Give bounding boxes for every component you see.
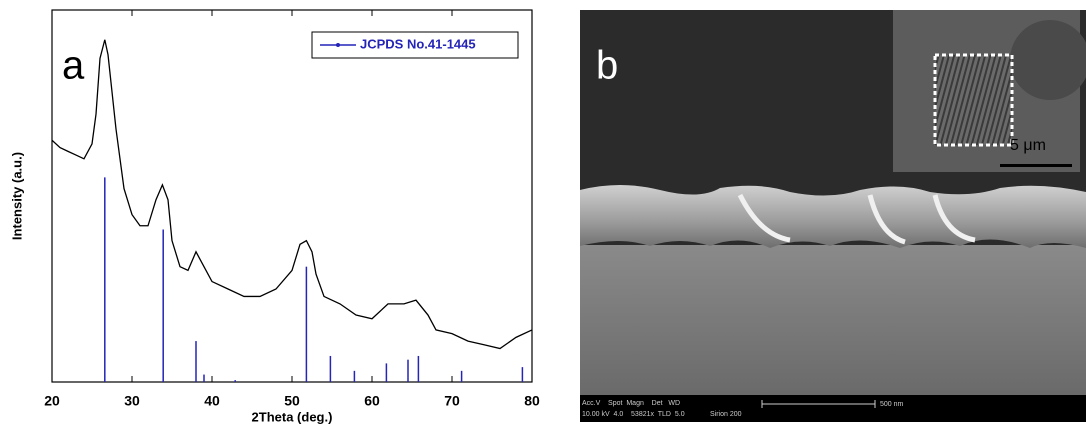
panel-label: a [62, 44, 85, 88]
plot-frame [51, 9, 533, 383]
panel-label: b [596, 44, 618, 88]
x-tick-label: 60 [364, 393, 380, 409]
x-tick-label: 30 [124, 393, 140, 409]
x-tick-label: 50 [284, 393, 300, 409]
bright-edges [737, 193, 976, 245]
x-tick-label: 80 [524, 393, 540, 409]
inset-scale-label: 5 μm [1010, 137, 1046, 154]
substrate [580, 245, 1086, 395]
footer-header: Acc.V Spot Magn Det WD [582, 400, 680, 407]
legend-label: JCPDS No.41-1445 [360, 36, 476, 51]
x-tick-label: 20 [44, 393, 60, 409]
instrument: Sirion 200 [710, 411, 742, 418]
x-axis-label: 2Theta (deg.) [252, 409, 333, 424]
inset-highlight [933, 53, 1014, 147]
legend-swatch [336, 43, 340, 47]
scale-bar-label: 500 nm [880, 401, 904, 408]
xrd-pattern [52, 39, 532, 350]
x-tick-label: 70 [444, 393, 460, 409]
sem-footer [580, 395, 1086, 422]
inset-scale-bar [1000, 164, 1072, 167]
y-axis-label: Intensity (a.u.) [9, 152, 24, 240]
inset-texture [1010, 20, 1086, 100]
panel-a: a 2Theta (deg.) Intensity (a.u.) 20 30 40 5… [9, 9, 540, 424]
x-tick-label: 40 [204, 393, 220, 409]
footer-values: 10.00 kV 4.0 53821x TLD 5.0 [582, 411, 685, 418]
panel-b: 5 μm b Acc.V Spot Magn Det WD 10.00 kV 4… [580, 10, 1086, 422]
plot-area [52, 39, 532, 382]
